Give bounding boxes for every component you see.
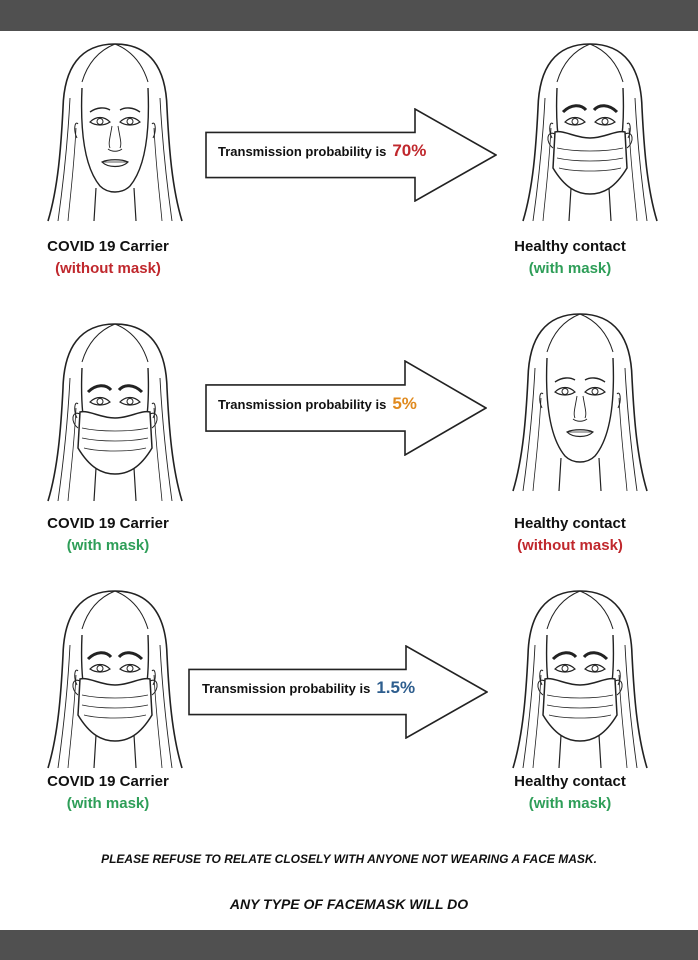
transmission-arrow-2 xyxy=(205,360,487,456)
carrier-face-3 xyxy=(30,585,200,770)
contact-state-2: (without mask) xyxy=(517,537,623,554)
transmission-arrow-1 xyxy=(205,108,497,202)
unmasked-face-drawing xyxy=(47,43,183,222)
arrow-label-2: Transmission probability is 5% xyxy=(218,394,417,414)
carrier-caption-1: COVID 19 Carrier (without mask) xyxy=(8,236,208,280)
contact-state-3: (with mask) xyxy=(528,795,612,812)
top-frame-bar xyxy=(0,0,698,31)
contact-caption-3: Healthy contact (with mask) xyxy=(470,771,670,815)
unmasked-face-drawing xyxy=(512,313,648,492)
bottom-frame-bar xyxy=(0,930,698,960)
contact-role-1: Healthy contact xyxy=(514,238,626,255)
probability-3: 1.5% xyxy=(376,678,416,697)
contact-role-2: Healthy contact xyxy=(514,515,626,532)
arrow-label-3: Transmission probability is 1.5% xyxy=(202,678,415,698)
masked-face-drawing xyxy=(522,43,658,222)
carrier-role-2: COVID 19 Carrier xyxy=(47,515,169,532)
contact-role-3: Healthy contact xyxy=(514,773,626,790)
masked-face-drawing xyxy=(47,323,183,502)
transmission-arrow-3 xyxy=(188,645,488,739)
contact-face-2 xyxy=(495,308,665,493)
carrier-role-1: COVID 19 Carrier xyxy=(47,238,169,255)
carrier-face-1 xyxy=(30,38,200,223)
probability-1: 70% xyxy=(392,141,427,160)
carrier-caption-3: COVID 19 Carrier (with mask) xyxy=(8,771,208,815)
contact-state-1: (with mask) xyxy=(528,260,612,277)
carrier-state-2: (with mask) xyxy=(66,537,150,554)
masked-face-drawing xyxy=(512,590,648,769)
masked-face-drawing xyxy=(47,590,183,769)
arrow-label-1: Transmission probability is 70% xyxy=(218,141,426,161)
carrier-face-2 xyxy=(30,318,200,503)
arrow-text-3: Transmission probability is xyxy=(202,681,371,696)
carrier-caption-2: COVID 19 Carrier (with mask) xyxy=(8,513,208,557)
contact-face-3 xyxy=(495,585,665,770)
contact-face-1 xyxy=(505,38,675,223)
footer-note: ANY TYPE OF FACEMASK WILL DO xyxy=(229,896,469,912)
arrow-text-1: Transmission probability is xyxy=(218,144,387,159)
probability-2: 5% xyxy=(392,394,417,413)
footer-warning: PLEASE REFUSE TO RELATE CLOSELY WITH ANY… xyxy=(101,852,597,866)
contact-caption-2: Healthy contact (without mask) xyxy=(470,513,670,557)
arrow-text-2: Transmission probability is xyxy=(218,397,387,412)
carrier-role-3: COVID 19 Carrier xyxy=(47,773,169,790)
carrier-state-3: (with mask) xyxy=(66,795,150,812)
carrier-state-1: (without mask) xyxy=(55,260,161,277)
contact-caption-1: Healthy contact (with mask) xyxy=(470,236,670,280)
